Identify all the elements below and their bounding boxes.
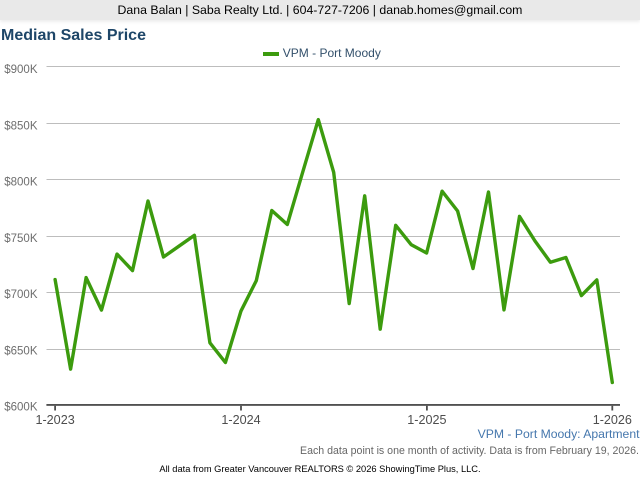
svg-text:$700K: $700K <box>4 289 38 301</box>
svg-text:1-2023: 1-2023 <box>35 413 74 427</box>
svg-text:1-2024: 1-2024 <box>221 413 260 427</box>
svg-text:$750K: $750K <box>4 233 38 245</box>
svg-text:$900K: $900K <box>4 64 38 76</box>
svg-text:$600K: $600K <box>4 402 38 414</box>
svg-text:$650K: $650K <box>4 345 38 357</box>
svg-text:$800K: $800K <box>4 177 38 189</box>
svg-text:1-2025: 1-2025 <box>407 413 446 427</box>
svg-text:1-2026: 1-2026 <box>593 413 632 427</box>
svg-text:$850K: $850K <box>4 120 38 132</box>
